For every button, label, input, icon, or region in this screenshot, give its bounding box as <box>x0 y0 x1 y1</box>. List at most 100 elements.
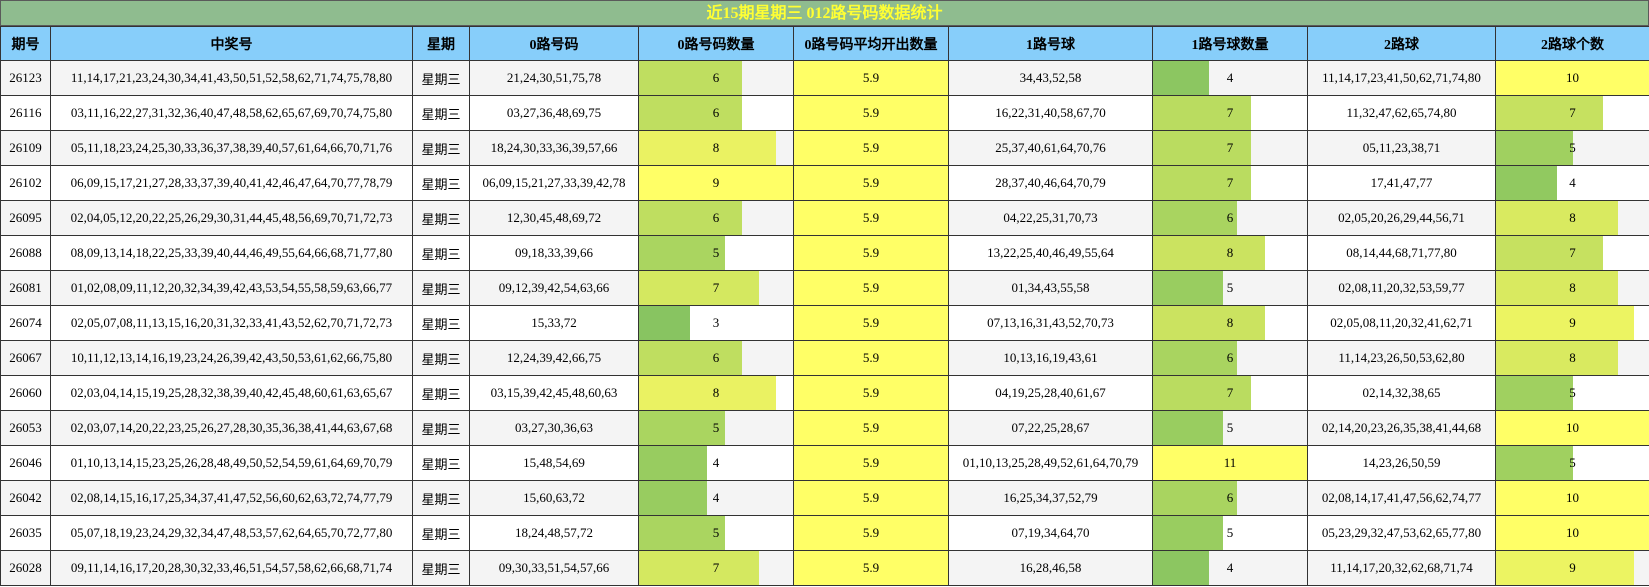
road0-numbers-cell: 12,24,39,42,66,75 <box>469 340 639 376</box>
road0-average-cell: 5.9 <box>793 340 949 376</box>
road0-average-cell: 5.9 <box>793 480 949 516</box>
issue-cell: 26060 <box>0 375 51 411</box>
issue-cell: 26116 <box>0 95 51 131</box>
road2-count-cell: 7 <box>1495 95 1649 131</box>
winning-numbers-cell: 02,05,07,08,11,13,15,16,20,31,32,33,41,4… <box>50 305 413 341</box>
road1-count-cell: 5 <box>1152 410 1308 446</box>
road0-count-cell-value: 8 <box>712 385 720 400</box>
road0-count-cell-bar <box>639 341 742 375</box>
road2-count-cell: 8 <box>1495 200 1649 236</box>
road2-count-cell-value: 9 <box>1569 315 1576 330</box>
road1-count-cell-bar <box>1153 306 1265 340</box>
road0-average-cell: 5.9 <box>793 375 949 411</box>
road0-average-cell: 5.9 <box>793 550 949 586</box>
weekday-cell: 星期三 <box>412 95 470 131</box>
header-row: 期号 中奖号 星期 0路号码 0路号码数量 0路号码平均开出数量 1路号球 1路… <box>0 26 1649 61</box>
road2-numbers-cell: 17,41,47,77 <box>1307 165 1496 201</box>
winning-numbers-cell: 11,14,17,21,23,24,30,34,41,43,50,51,52,5… <box>50 60 413 96</box>
weekday-cell: 星期三 <box>412 60 470 96</box>
road0-average-cell: 5.9 <box>793 235 949 271</box>
road2-count-cell-value: 10 <box>1566 420 1579 435</box>
road0-count-cell-value: 6 <box>712 105 720 120</box>
road0-count-cell-value: 5 <box>712 525 720 540</box>
weekday-cell: 星期三 <box>412 200 470 236</box>
road2-count-cell-bar <box>1496 481 1649 515</box>
stats-table: 期号 中奖号 星期 0路号码 0路号码数量 0路号码平均开出数量 1路号球 1路… <box>0 26 1649 586</box>
road2-numbers-cell: 02,08,14,17,41,47,56,62,74,77 <box>1307 480 1496 516</box>
road0-numbers-cell: 12,30,45,48,69,72 <box>469 200 639 236</box>
road1-count-cell: 6 <box>1152 200 1308 236</box>
road2-count-cell-value: 9 <box>1569 560 1576 575</box>
winning-numbers-cell: 08,09,13,14,18,22,25,33,39,40,44,46,49,5… <box>50 235 413 271</box>
road2-count-cell: 5 <box>1495 445 1649 481</box>
issue-cell: 26053 <box>0 410 51 446</box>
weekday-cell: 星期三 <box>412 340 470 376</box>
road0-count-cell: 8 <box>638 130 794 166</box>
road0-numbers-cell: 09,30,33,51,54,57,66 <box>469 550 639 586</box>
table-row: 26123 11,14,17,21,23,24,30,34,41,43,50,51… <box>0 60 1649 96</box>
road2-count-cell-bar <box>1496 236 1604 270</box>
road2-count-cell-bar <box>1496 376 1573 410</box>
road0-count-cell-value: 5 <box>712 420 720 435</box>
road2-numbers-cell: 14,23,26,50,59 <box>1307 445 1496 481</box>
road0-count-cell: 6 <box>638 340 794 376</box>
road1-count-cell-bar <box>1153 551 1209 585</box>
road2-count-cell-value: 8 <box>1569 350 1576 365</box>
road2-count-cell-bar <box>1496 516 1649 550</box>
road1-numbers-cell: 16,25,34,37,52,79 <box>948 480 1153 516</box>
road0-numbers-cell: 06,09,15,21,27,33,39,42,78 <box>469 165 639 201</box>
road1-numbers-cell: 01,34,43,55,58 <box>948 270 1153 306</box>
road0-average-cell: 5.9 <box>793 200 949 236</box>
road2-count-cell-value: 10 <box>1566 70 1579 85</box>
road2-count-cell-bar <box>1496 306 1634 340</box>
issue-cell: 26046 <box>0 445 51 481</box>
road2-count-cell-value: 8 <box>1569 210 1576 225</box>
road0-average-cell: 5.9 <box>793 305 949 341</box>
road2-count-cell: 10 <box>1495 515 1649 551</box>
road2-numbers-cell: 11,14,17,20,32,62,68,71,74 <box>1307 550 1496 586</box>
weekday-cell: 星期三 <box>412 550 470 586</box>
road2-count-cell-bar <box>1496 446 1573 480</box>
road2-count-cell: 10 <box>1495 60 1649 96</box>
road1-count-cell-value: 6 <box>1226 350 1234 365</box>
road1-count-cell: 7 <box>1152 165 1308 201</box>
road0-count-cell-bar <box>639 306 691 340</box>
table-row: 26095 02,04,05,12,20,22,25,26,29,30,31,44… <box>0 200 1649 236</box>
road2-count-cell-value: 8 <box>1569 280 1576 295</box>
road0-average-cell: 5.9 <box>793 130 949 166</box>
road1-numbers-cell: 07,19,34,64,70 <box>948 515 1153 551</box>
road1-count-cell-bar <box>1153 166 1251 200</box>
road1-count-cell-value: 6 <box>1226 210 1234 225</box>
road0-count-cell-value: 6 <box>712 70 720 85</box>
road2-count-cell-value: 7 <box>1569 245 1576 260</box>
road1-count-cell-value: 7 <box>1226 140 1234 155</box>
issue-cell: 26067 <box>0 340 51 376</box>
road1-count-cell-value: 4 <box>1226 560 1234 575</box>
road0-count-cell-bar <box>639 516 725 550</box>
issue-cell: 26088 <box>0 235 51 271</box>
table-row: 26081 01,02,08,09,11,12,20,32,34,39,42,43… <box>0 270 1649 306</box>
road2-numbers-cell: 02,05,20,26,29,44,56,71 <box>1307 200 1496 236</box>
header-issue: 期号 <box>0 26 51 61</box>
header-road0-numbers: 0路号码 <box>469 26 639 61</box>
road1-count-cell-bar <box>1153 411 1223 445</box>
table-row: 26046 01,10,13,14,15,23,25,26,28,48,49,50… <box>0 445 1649 481</box>
road1-numbers-cell: 10,13,16,19,43,61 <box>948 340 1153 376</box>
road1-numbers-cell: 01,10,13,25,28,49,52,61,64,70,79 <box>948 445 1153 481</box>
road2-numbers-cell: 02,08,11,20,32,53,59,77 <box>1307 270 1496 306</box>
header-road1-count: 1路号球数量 <box>1152 26 1308 61</box>
issue-cell: 26035 <box>0 515 51 551</box>
road0-average-cell: 5.9 <box>793 410 949 446</box>
winning-numbers-cell: 02,03,07,14,20,22,23,25,26,27,28,30,35,3… <box>50 410 413 446</box>
road1-count-cell-bar <box>1153 376 1251 410</box>
road2-numbers-cell: 11,14,17,23,41,50,62,71,74,80 <box>1307 60 1496 96</box>
road1-count-cell-value: 7 <box>1226 175 1234 190</box>
road1-count-cell-bar <box>1153 201 1237 235</box>
road2-count-cell: 10 <box>1495 480 1649 516</box>
road2-count-cell-bar <box>1496 61 1649 95</box>
road0-numbers-cell: 03,27,30,36,63 <box>469 410 639 446</box>
road1-count-cell-bar <box>1153 516 1223 550</box>
table-row: 26035 05,07,18,19,23,24,29,32,34,47,48,53… <box>0 515 1649 551</box>
road1-numbers-cell: 28,37,40,46,64,70,79 <box>948 165 1153 201</box>
road0-numbers-cell: 03,27,36,48,69,75 <box>469 95 639 131</box>
